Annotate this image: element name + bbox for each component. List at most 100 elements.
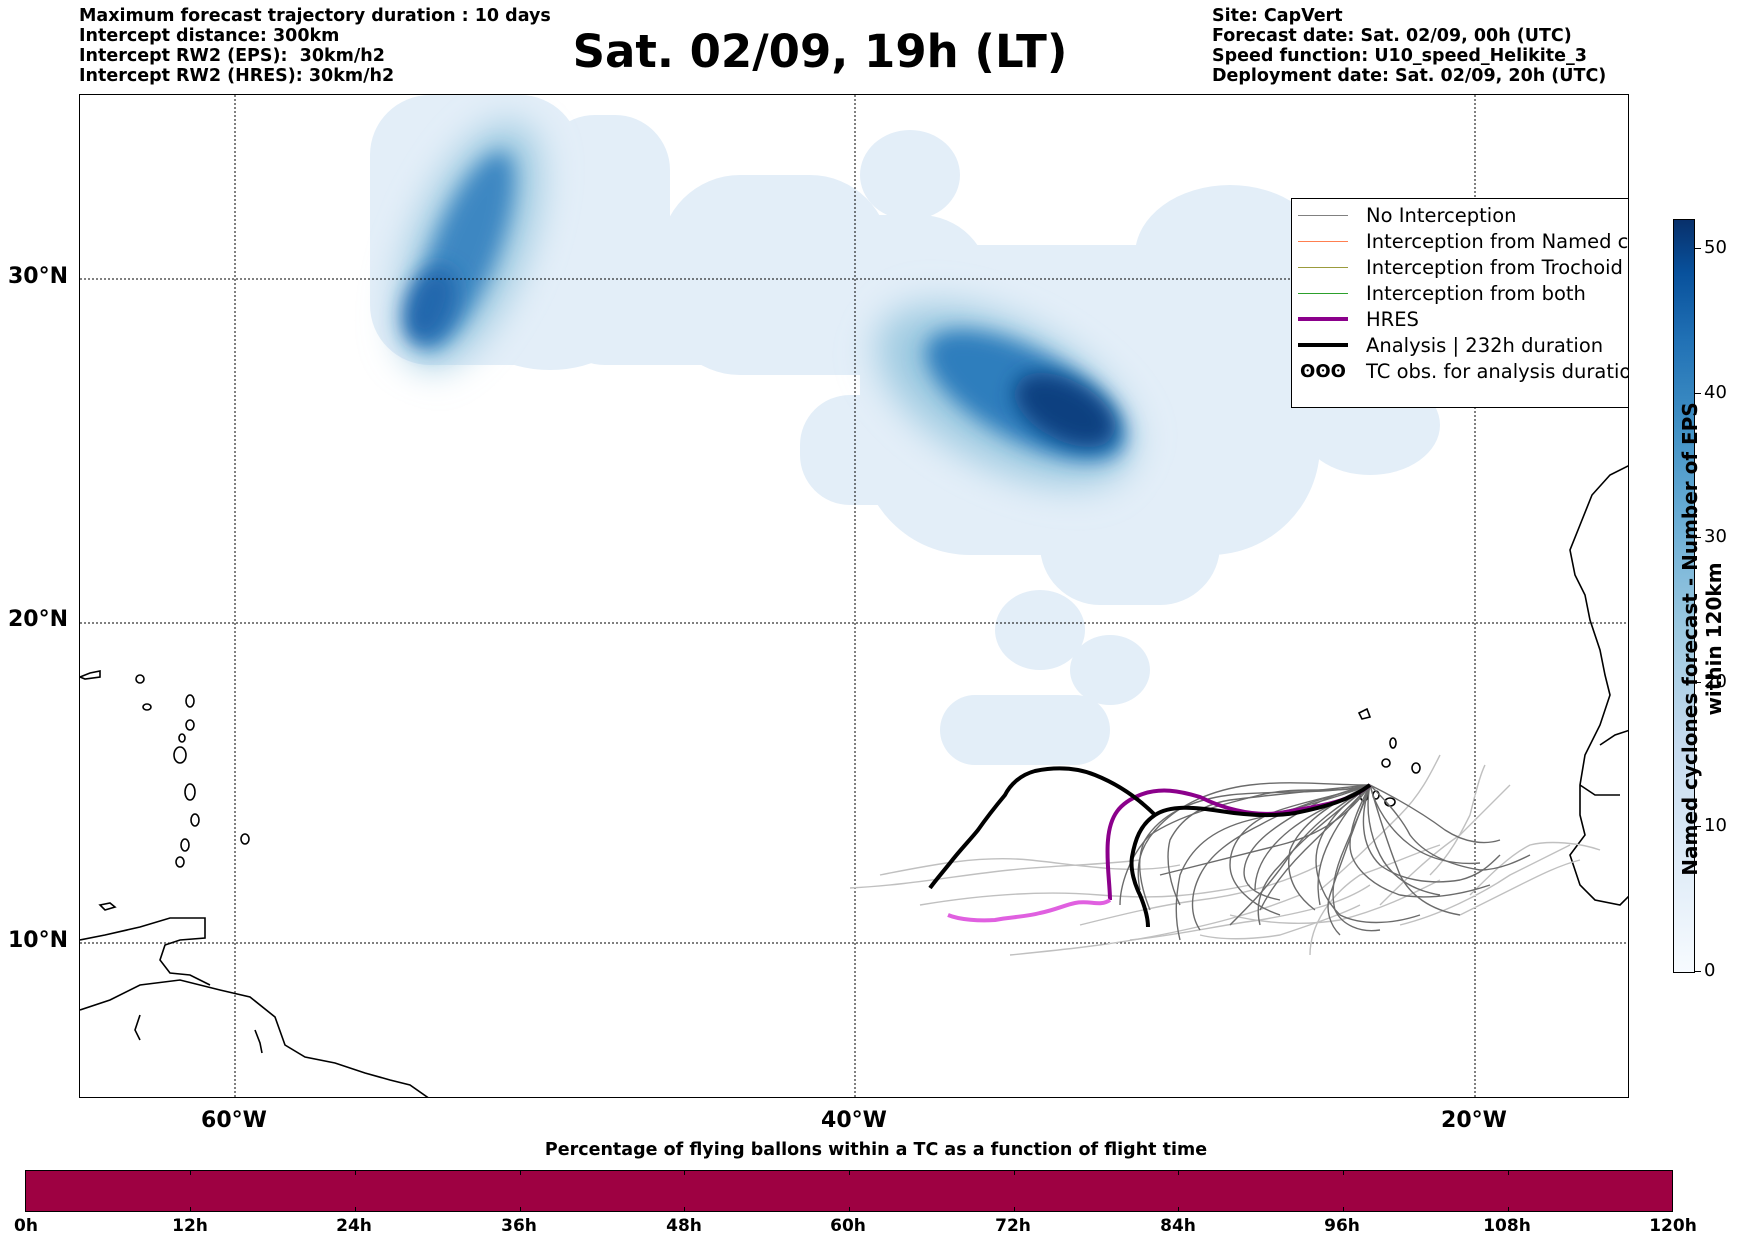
map-panel[interactable]: No Interception Interception from Named … — [79, 94, 1629, 1098]
colorbar-title: Named cyclones forecast - Number of EPS … — [1678, 402, 1726, 876]
colorbar-tick — [1695, 393, 1701, 394]
time-tick-label: 108h — [1483, 1216, 1531, 1236]
ensemble-track — [1369, 784, 1531, 871]
legend-label: Interception from both — [1366, 281, 1586, 305]
lat-label: 30°N — [8, 264, 69, 289]
ensemble-track — [919, 884, 1251, 906]
ensemble-track — [1159, 784, 1371, 876]
bar-tick — [684, 1171, 685, 1175]
ensemble-track — [1369, 784, 1501, 844]
ensemble-track — [1079, 864, 1321, 926]
density-field — [370, 95, 1440, 765]
header-line: Speed function: U10_speed_Helikite_3 — [1212, 46, 1587, 66]
legend-label: Interception from Trochoid — [1366, 255, 1623, 279]
time-tick-label: 12h — [172, 1216, 208, 1236]
bar-tick — [684, 1207, 685, 1211]
header-line: Deployment date: Sat. 02/09, 20h (UTC) — [1212, 66, 1607, 86]
ensemble-track — [1469, 841, 1601, 896]
legend-swatch — [1298, 317, 1348, 321]
ensemble-track — [1191, 784, 1371, 931]
legend-item-tc-obs: ʘʘʘ TC obs. for analysis duration — [1298, 359, 1629, 383]
legend-swatch — [1298, 214, 1348, 216]
colorbar-tick — [1695, 537, 1701, 538]
tc-symbol-icon: ʘʘʘ — [1300, 360, 1346, 382]
bar-tick — [1343, 1207, 1344, 1211]
legend-label: HRES — [1366, 307, 1419, 331]
time-tick-label: 0h — [14, 1216, 38, 1236]
ensemble-track — [1138, 784, 1371, 911]
ensemble-track — [1137, 782, 1371, 891]
ensemble-track — [1319, 754, 1441, 891]
header-line: Intercept distance: 300km — [79, 26, 340, 46]
hres-tail — [947, 898, 1112, 923]
hres-trajectory — [947, 783, 1372, 923]
density-core-east — [877, 304, 1133, 486]
bar-tick — [1508, 1171, 1509, 1175]
legend-label: Interception from Named cyclone — [1366, 229, 1629, 253]
lon-label: 40°W — [821, 1108, 887, 1133]
time-tick-label: 60h — [830, 1216, 866, 1236]
legend-item-hres: HRES — [1298, 307, 1419, 331]
density-core-west — [399, 122, 541, 368]
lat-label: 10°N — [8, 928, 69, 953]
ensemble-track — [1399, 844, 1571, 926]
header-line: Maximum forecast trajectory duration : 1… — [79, 6, 551, 26]
bar-tick — [1014, 1171, 1015, 1175]
lat-label: 20°N — [8, 607, 69, 632]
time-tick-label: 36h — [501, 1216, 537, 1236]
ensemble-track — [1259, 784, 1371, 911]
lon-label: 60°W — [201, 1108, 267, 1133]
ensemble-track — [1429, 764, 1486, 876]
ensemble-track — [1009, 894, 1301, 956]
ensemble-track — [1362, 784, 1501, 883]
ensemble-track — [1367, 784, 1441, 896]
lon-label: 20°W — [1441, 1108, 1507, 1133]
header-line: Intercept RW2 (EPS): 30km/h2 — [79, 46, 385, 66]
bar-tick — [355, 1171, 356, 1175]
legend-item-trochoid: Interception from Trochoid — [1298, 255, 1623, 279]
analysis-track-west — [928, 766, 1157, 890]
bar-tick — [355, 1207, 356, 1211]
graticule — [80, 95, 1628, 1097]
colorbar-tick — [1695, 682, 1701, 683]
hres-track — [1105, 783, 1372, 901]
header-info-left: Maximum forecast trajectory duration : 1… — [79, 6, 551, 86]
legend-item-analysis: Analysis | 232h duration — [1298, 333, 1603, 357]
bar-tick — [849, 1207, 850, 1211]
time-tick-label: 84h — [1160, 1216, 1196, 1236]
percentage-bar — [25, 1170, 1673, 1212]
bar-tick — [1178, 1207, 1179, 1211]
colorbar-tick-label: 10 — [1704, 815, 1727, 836]
ensemble-track — [1315, 784, 1421, 924]
header-line: Site: CapVert — [1212, 6, 1343, 26]
page-title: Sat. 02/09, 19h (LT) — [572, 25, 1068, 78]
colorbar — [1673, 219, 1695, 973]
colorbar-tick-label: 30 — [1704, 526, 1727, 547]
percentage-bar-title: Percentage of flying ballons within a TC… — [544, 1140, 1208, 1160]
ensemble-track — [1459, 859, 1581, 916]
colorbar-tick — [1695, 971, 1701, 972]
ensemble-track — [879, 858, 1181, 876]
ensemble-track — [1332, 784, 1381, 932]
colorbar-tick-label: 50 — [1704, 237, 1727, 258]
ensemble-track — [1309, 844, 1441, 956]
header-line: Forecast date: Sat. 02/09, 00h (UTC) — [1212, 26, 1572, 46]
bar-tick — [1014, 1207, 1015, 1211]
legend-item-no-interception: No Interception — [1298, 203, 1517, 227]
bar-tick — [1343, 1171, 1344, 1175]
time-tick-label: 24h — [336, 1216, 372, 1236]
colorbar-tick — [1695, 826, 1701, 827]
legend-label: TC obs. for analysis duration — [1366, 359, 1629, 383]
ensemble-track — [1175, 784, 1371, 941]
time-tick-label: 72h — [995, 1216, 1031, 1236]
bar-tick — [1178, 1171, 1179, 1175]
ensemble-trajectories — [849, 754, 1601, 956]
colorbar-tick-label: 0 — [1704, 960, 1716, 981]
bar-tick — [190, 1207, 191, 1211]
bar-tick — [190, 1171, 191, 1175]
ensemble-track — [1369, 784, 1481, 865]
header-info-right: Site: CapVert Forecast date: Sat. 02/09,… — [1212, 6, 1606, 86]
colorbar-tick-label: 20 — [1704, 671, 1727, 692]
bar-tick — [849, 1171, 850, 1175]
legend-swatch — [1298, 343, 1348, 347]
